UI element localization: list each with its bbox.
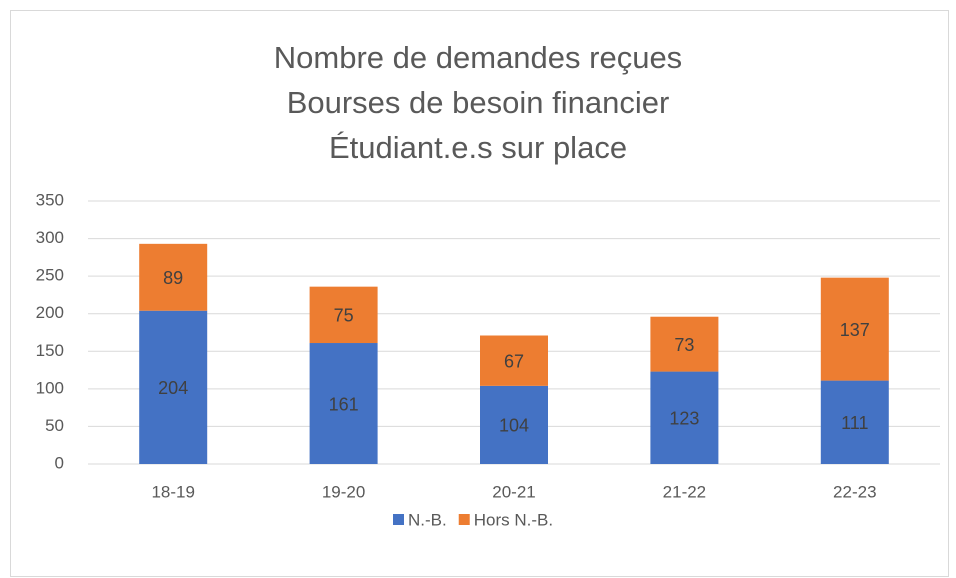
y-tick-label: 350 [36,190,64,209]
chart-title: Étudiant.e.s sur place [329,130,627,165]
y-tick-label: 100 [36,378,64,397]
data-label: 73 [674,335,694,355]
x-tick-label: 21-22 [663,482,706,501]
data-label: 161 [329,394,359,414]
y-tick-label: 50 [45,416,64,435]
data-label: 75 [334,306,354,326]
data-label: 123 [669,409,699,429]
y-tick-label: 200 [36,303,64,322]
legend-label: Hors N.-B. [474,510,553,529]
data-label: 67 [504,351,524,371]
legend-label: N.-B. [408,510,447,529]
bar-segment [139,310,208,464]
bar-segment [820,380,889,464]
x-tick-label: 18-19 [151,482,194,501]
x-tick-label: 20-21 [492,482,535,501]
x-tick-label: 22-23 [833,482,876,501]
y-tick-label: 300 [36,228,64,247]
data-label: 204 [158,378,188,398]
data-label: 137 [840,320,870,340]
legend-swatch [458,514,470,525]
y-tick-label: 150 [36,341,64,360]
bar-segment [309,286,378,344]
bar-segment [480,335,548,386]
bar-segment [480,385,548,464]
y-tick-label: 0 [55,453,64,472]
y-tick-label: 250 [36,266,64,285]
data-label: 89 [163,268,183,288]
chart-title: Bourses de besoin financier [287,85,670,120]
bar-segment [309,343,378,464]
x-tick-label: 19-20 [322,482,365,501]
data-label: 104 [499,416,529,436]
data-label: 111 [841,413,868,433]
legend-swatch [393,514,404,525]
bar-segment [139,243,208,311]
chart-title: Nombre de demandes reçues [274,40,682,75]
bar-segment [650,371,719,464]
bar-segment [820,277,889,381]
bar-segment [650,316,719,372]
